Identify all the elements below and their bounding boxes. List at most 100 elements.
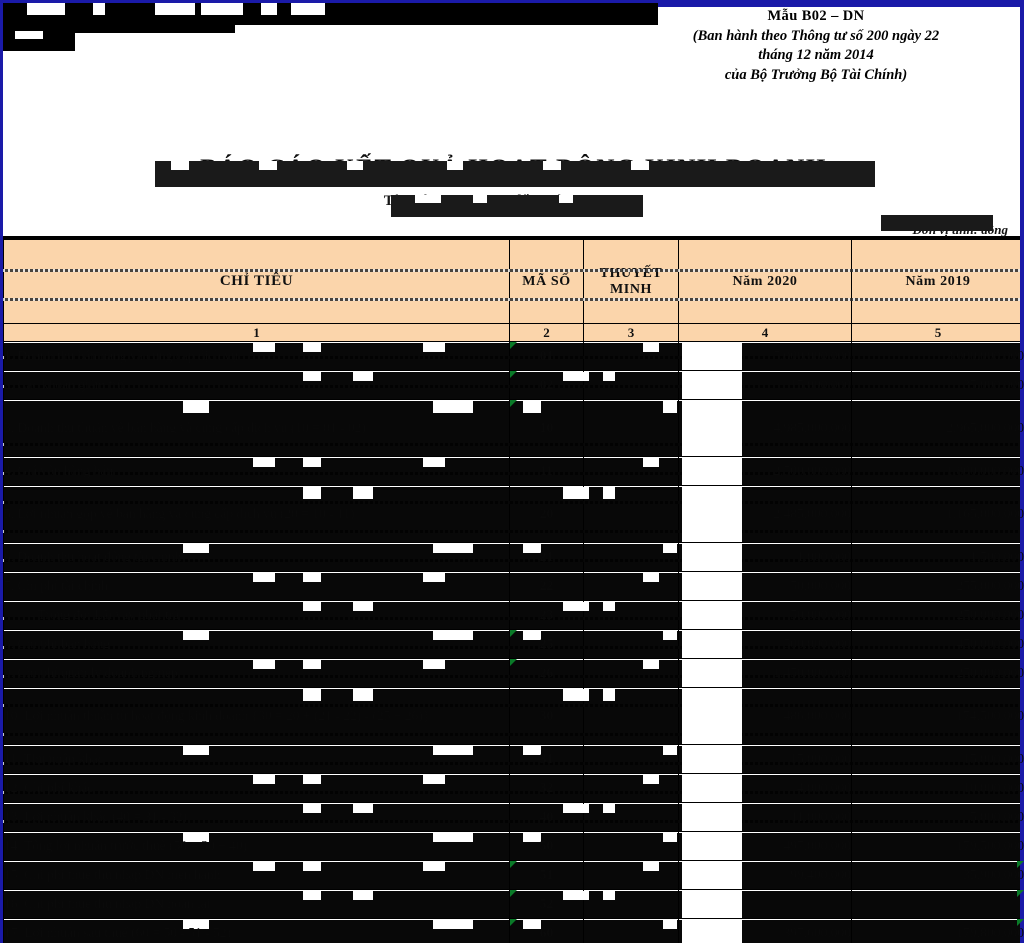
row-value-current-year[interactable]: 4.985.000.000 xyxy=(678,399,852,457)
row-indicator-cell[interactable]: 7. Chi phí tài chính xyxy=(3,571,510,601)
row-value-previous-year[interactable]: 250.000.000 xyxy=(851,658,1024,688)
row-note-cell[interactable] xyxy=(583,399,679,457)
row-value-current-year[interactable]: 4.000.000 xyxy=(678,773,852,803)
row-code-cell[interactable]: 23 xyxy=(509,600,584,630)
row-indicator-cell[interactable]: 12. Chi phí khác xyxy=(3,773,510,803)
row-code-cell[interactable]: 31 xyxy=(509,744,584,774)
row-code-cell[interactable]: 20 xyxy=(509,485,584,543)
row-value-previous-year[interactable]: 2.965.000.000 xyxy=(851,399,1024,457)
row-indicator-cell[interactable]: 11. Thu nhập khác xyxy=(3,744,510,774)
row-note-cell[interactable] xyxy=(583,687,679,745)
row-value-previous-year[interactable]: 3.000.000.000 xyxy=(851,341,1024,371)
row-note-cell[interactable] xyxy=(583,860,679,890)
row-value-current-year[interactable]: 1.450.000.000 xyxy=(678,658,852,688)
row-indicator-cell[interactable]: 8. Chi phí bán hàng xyxy=(3,629,510,659)
row-value-current-year[interactable]: 99.400.000 xyxy=(678,860,852,890)
row-indicator-cell[interactable]: - Trong đó: Lãi vay phải trả xyxy=(3,600,510,630)
row-code-cell[interactable]: 60 xyxy=(509,918,584,943)
row-indicator-cell[interactable]: 6. Doanh thu hoạt động tài chính xyxy=(3,542,510,572)
row-value-previous-year[interactable]: 35.900.000 xyxy=(851,860,1024,890)
row-note-cell[interactable] xyxy=(583,341,679,371)
row-value-previous-year[interactable]: 10.000.000 xyxy=(851,773,1024,803)
row-value-previous-year[interactable]: 1.800.000.000 xyxy=(851,456,1024,486)
row-note-cell[interactable] xyxy=(583,370,679,400)
row-value-previous-year[interactable] xyxy=(851,889,1024,919)
report-header-block: Đơn vị báo cáo: Công ty A Địa chỉ: Mẫu B… xyxy=(3,3,1024,239)
row-code-cell[interactable]: 25 xyxy=(509,629,584,659)
row-note-cell[interactable] xyxy=(583,658,679,688)
row-code-cell[interactable]: 30 xyxy=(509,687,584,745)
row-code-cell[interactable]: 01 xyxy=(509,341,584,371)
row-note-cell[interactable] xyxy=(583,485,679,543)
row-note-cell[interactable] xyxy=(583,744,679,774)
row-code-cell[interactable]: 51 xyxy=(509,860,584,890)
row-indicator-cell[interactable]: 13. Lợi nhuận khác (40 = 31 - 32) xyxy=(3,802,510,832)
page-title: BÁO CÁO KẾT QUẢ HOẠT ĐỘNG KINH DOANH xyxy=(200,155,827,182)
row-indicator-cell[interactable]: 4. Giá vốn hàng bán xyxy=(3,456,510,486)
row-note-cell[interactable] xyxy=(583,773,679,803)
row-value-previous-year[interactable]: 174.500.000 xyxy=(851,687,1024,745)
row-note-cell[interactable] xyxy=(583,542,679,572)
column-number-2: 2 xyxy=(509,323,584,342)
row-code-cell[interactable]: 11 xyxy=(509,456,584,486)
row-note-cell[interactable] xyxy=(583,600,679,630)
row-indicator-cell[interactable]: 14. Tổng lợi nhuận trước thuế (50 = 30 +… xyxy=(3,831,510,861)
row-code-cell[interactable]: 22 xyxy=(509,571,584,601)
row-value-current-year[interactable]: 2.485.000.000 xyxy=(678,485,852,543)
row-value-current-year[interactable]: 497.000.000 xyxy=(678,831,852,861)
row-value-current-year[interactable]: 50.000.000 xyxy=(678,600,852,630)
row-value-current-year[interactable]: 15.000.000 xyxy=(678,370,852,400)
row-code-cell[interactable]: 26 xyxy=(509,658,584,688)
row-value-current-year[interactable]: 15.000.000 xyxy=(678,744,852,774)
row-note-cell[interactable] xyxy=(583,831,679,861)
row-code-cell[interactable]: 52 xyxy=(509,889,584,919)
row-value-current-year[interactable]: 50.000.000 xyxy=(678,571,852,601)
row-code-cell[interactable]: 21 xyxy=(509,542,584,572)
row-indicator-cell[interactable]: 17. Lợi nhuận sau thuế (60 = 50 - 51 - 5… xyxy=(3,918,510,943)
column-header-year-previous: Năm 2019 xyxy=(851,239,1024,324)
row-indicator-cell[interactable]: 15. Chi phí thuế thu nhập DN hiện hành xyxy=(3,860,510,890)
row-code-cell[interactable]: 10 xyxy=(509,399,584,457)
column-number-4: 4 xyxy=(678,323,852,342)
row-indicator-cell[interactable]: 16. Chi phí thuế thu nhập DN hoãn lại xyxy=(3,889,510,919)
row-note-cell[interactable] xyxy=(583,571,679,601)
row-value-current-year[interactable]: 2.500.000.000 xyxy=(678,456,852,486)
row-indicator-cell[interactable]: 1. Doanh thu bán hàng và cung cấp dịch v… xyxy=(3,341,510,371)
row-value-previous-year[interactable]: 1.165.000.000 xyxy=(851,485,1024,543)
table-column-number-row: 1 2 3 4 5 xyxy=(3,323,1024,342)
row-indicator-cell[interactable]: 10. Lợi nhuận thuần từ hoạt động kinh do… xyxy=(3,687,510,745)
comment-flag-icon xyxy=(510,659,517,666)
row-value-current-year[interactable]: 1.000.000 xyxy=(678,542,852,572)
row-value-previous-year[interactable]: 179.500.000 xyxy=(851,831,1024,861)
row-note-cell[interactable] xyxy=(583,918,679,943)
row-code-cell[interactable]: 40 xyxy=(509,802,584,832)
row-note-cell[interactable] xyxy=(583,802,679,832)
row-indicator-cell[interactable]: 3. Doanh thu thuần về bán hàng và cung c… xyxy=(3,399,510,457)
row-value-previous-year[interactable]: 250.000.000 xyxy=(851,600,1024,630)
row-value-previous-year[interactable]: 5.000.000 xyxy=(851,802,1024,832)
row-code-cell[interactable]: 02 xyxy=(509,370,584,400)
row-note-cell[interactable] xyxy=(583,456,679,486)
row-value-previous-year[interactable]: 35.000.000 xyxy=(851,370,1024,400)
row-indicator-cell[interactable]: 2. Các khoản giảm trừ xyxy=(3,370,510,400)
row-indicator-cell[interactable]: 9. Chi phí quản lý doanh nghiệp xyxy=(3,658,510,688)
row-value-current-year[interactable]: 5.000.000.000 xyxy=(678,341,852,371)
row-value-previous-year[interactable]: 255.000.000 xyxy=(851,571,1024,601)
row-value-current-year[interactable]: 397.600.000 xyxy=(678,918,852,943)
table-row: 1. Doanh thu bán hàng và cung cấp dịch v… xyxy=(3,341,1024,371)
row-value-previous-year[interactable]: 179.800.000 xyxy=(851,918,1024,943)
column-header-code: MÃ SỐ xyxy=(509,239,584,324)
row-value-previous-year[interactable]: 15.000.000 xyxy=(851,744,1024,774)
row-code-cell[interactable]: 32 xyxy=(509,773,584,803)
row-value-previous-year[interactable]: 450.000.000 xyxy=(851,629,1024,659)
comment-flag-icon xyxy=(510,630,517,637)
row-value-current-year[interactable] xyxy=(678,889,852,919)
row-code-cell[interactable]: 50 xyxy=(509,831,584,861)
row-note-cell[interactable] xyxy=(583,889,679,919)
row-indicator-cell[interactable]: 5. Lợi nhuận gộp về bán hàng và cung cấp… xyxy=(3,485,510,543)
row-value-current-year[interactable]: 500.000.000 xyxy=(678,629,852,659)
row-value-current-year[interactable]: 11.000.000 xyxy=(678,802,852,832)
row-value-current-year[interactable]: 486.000.000 xyxy=(678,687,852,745)
row-value-previous-year[interactable]: 1.500.000 xyxy=(851,542,1024,572)
row-note-cell[interactable] xyxy=(583,629,679,659)
